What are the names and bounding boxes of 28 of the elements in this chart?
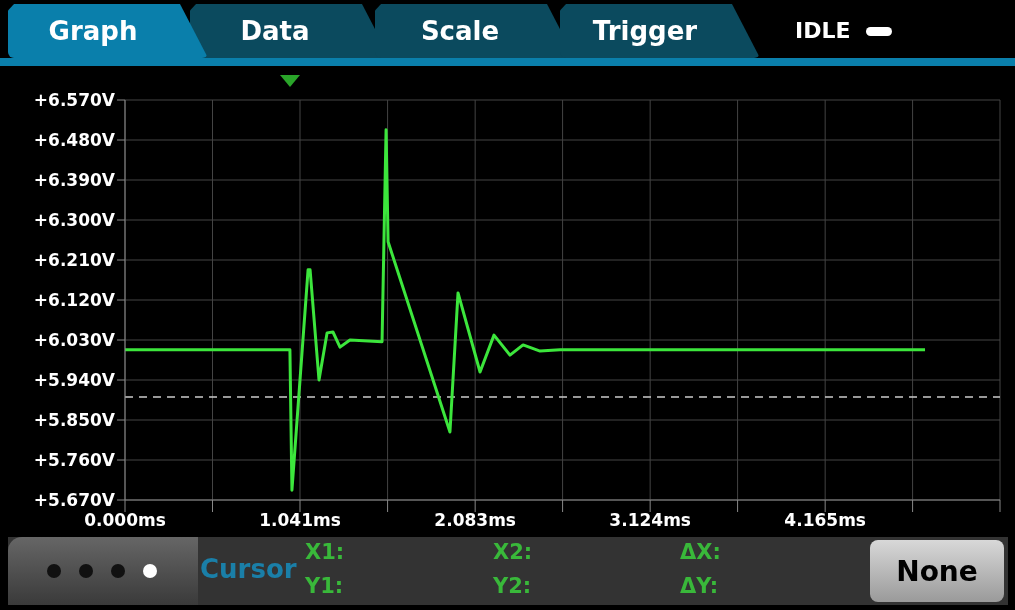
text: X1: (305, 540, 345, 564)
text: Cursor (200, 554, 297, 584)
text: Y1: (305, 574, 344, 598)
y-tick-label: +5.940V (33, 370, 116, 391)
y-tick-label: +5.850V (33, 410, 116, 431)
x-tick-label: 3.124ms (609, 510, 691, 531)
x-tick-label: 1.041ms (259, 510, 341, 531)
y-tick-label: +6.480V (33, 130, 116, 151)
button: None (870, 540, 1004, 602)
text: IDLE (795, 18, 851, 43)
y-tick-label: +6.030V (33, 330, 116, 351)
y-tick-label: +6.570V (33, 90, 116, 111)
text: ΔY: (680, 574, 719, 598)
text: ΔX: (680, 540, 721, 564)
x-tick-label: 2.083ms (434, 510, 516, 531)
tab: Graph (8, 4, 208, 58)
y-tick-label: +6.210V (33, 250, 116, 271)
text: X2: (493, 540, 533, 564)
y-tick-label: +6.300V (33, 210, 116, 231)
line-series (125, 128, 927, 492)
tab: Trigger (560, 4, 760, 58)
x-tick-label: 0.000ms (84, 510, 166, 531)
y-tick-label: +5.670V (33, 490, 116, 511)
y-tick-label: +6.390V (33, 170, 116, 191)
y-tick-label: +5.760V (33, 450, 116, 471)
text: Y2: (493, 574, 532, 598)
y-tick-label: +6.120V (33, 290, 116, 311)
x-tick-label: 4.165ms (784, 510, 866, 531)
